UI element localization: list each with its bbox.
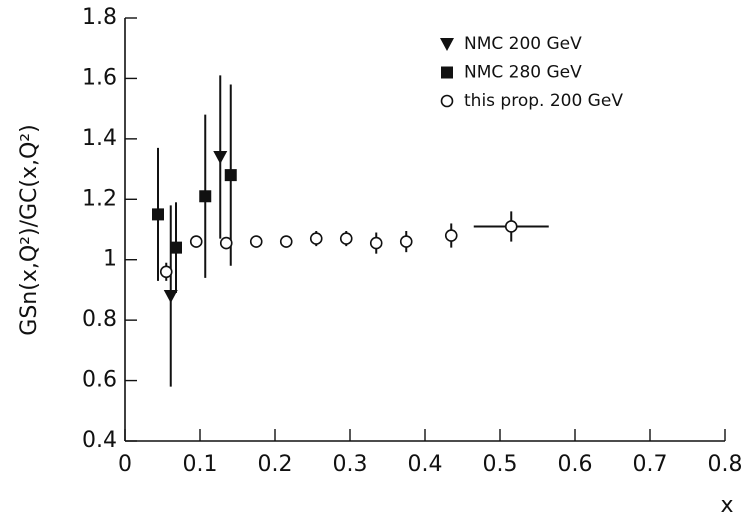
- y-tick-label: 1.6: [82, 65, 117, 90]
- data-point: [399, 235, 413, 248]
- data-point: [163, 289, 178, 303]
- y-tick-label: 0.8: [82, 307, 117, 332]
- x-tick-label: 0.3: [333, 452, 368, 477]
- data-point: [339, 232, 353, 245]
- legend-marker: [441, 66, 453, 79]
- x-tick-label: 0.2: [258, 452, 293, 477]
- y-tick-label: 1.4: [82, 126, 117, 151]
- data-point: [504, 220, 518, 233]
- y-tick-label: 1.8: [82, 5, 117, 30]
- data-point: [309, 232, 323, 245]
- x-tick-label: 0.5: [483, 452, 518, 477]
- data-point: [213, 150, 228, 164]
- legend-label: this prop. 200 GeV: [464, 91, 623, 111]
- x-tick-label: 0.4: [408, 452, 443, 477]
- x-tick-label: 0.1: [183, 452, 218, 477]
- data-point: [152, 208, 164, 221]
- data-point: [170, 241, 182, 254]
- x-tick-label: 0.7: [633, 452, 668, 477]
- x-tick-label: 0.6: [558, 452, 593, 477]
- x-axis-label: x: [720, 493, 733, 518]
- legend-label: NMC 280 GeV: [464, 63, 582, 83]
- data-point: [219, 236, 233, 250]
- data-point: [224, 169, 237, 182]
- legend-marker: [440, 38, 454, 51]
- y-tick-label: 1: [103, 247, 117, 272]
- y-tick-label: 1.2: [82, 186, 117, 211]
- y-tick-label: 0.4: [82, 428, 117, 453]
- y-tick-label: 0.6: [82, 368, 117, 393]
- data-point: [249, 235, 263, 248]
- data-point: [199, 190, 212, 203]
- data-point: [279, 235, 293, 248]
- x-tick-label: 0: [118, 452, 132, 477]
- data-point: [444, 229, 458, 242]
- data-point: [159, 265, 173, 279]
- legend-marker: [440, 94, 454, 108]
- y-axis-label: GSn(x,Q²)/GC(x,Q²): [17, 124, 42, 335]
- data-point: [369, 236, 383, 250]
- data-point: [189, 235, 203, 248]
- legend-label: NMC 200 GeV: [464, 34, 582, 54]
- x-tick-label: 0.8: [708, 452, 743, 477]
